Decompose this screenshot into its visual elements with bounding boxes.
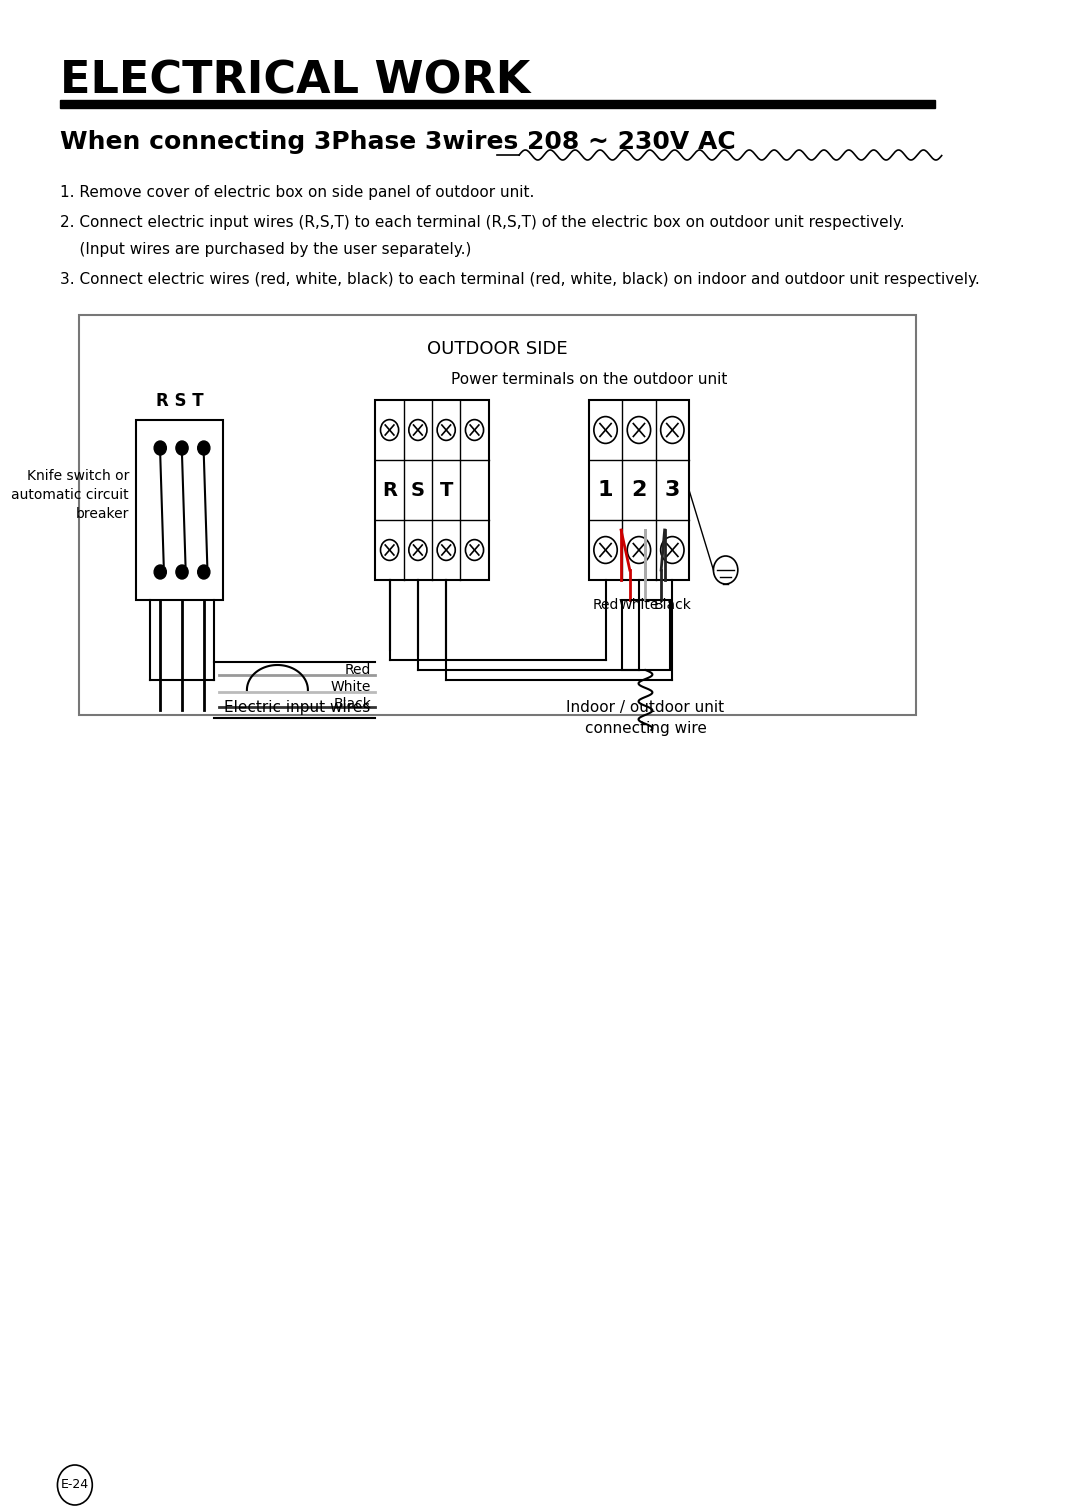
Text: Black: Black bbox=[334, 698, 372, 711]
Circle shape bbox=[627, 536, 650, 563]
Text: White: White bbox=[619, 598, 659, 612]
Text: 2. Connect electric input wires (R,S,T) to each terminal (R,S,T) of the electric: 2. Connect electric input wires (R,S,T) … bbox=[60, 214, 905, 230]
Text: When connecting 3Phase 3wires 208 ~ 230V AC: When connecting 3Phase 3wires 208 ~ 230V… bbox=[60, 130, 735, 154]
Text: OUTDOOR SIDE: OUTDOOR SIDE bbox=[427, 340, 568, 358]
Text: White: White bbox=[330, 680, 372, 695]
Text: Black: Black bbox=[653, 598, 691, 612]
Circle shape bbox=[198, 565, 210, 578]
Text: Electric input wires: Electric input wires bbox=[224, 701, 370, 716]
Bar bbox=[622, 599, 670, 670]
Circle shape bbox=[594, 536, 618, 563]
Text: Power terminals on the outdoor unit: Power terminals on the outdoor unit bbox=[450, 371, 727, 387]
Text: Knife switch or
automatic circuit
breaker: Knife switch or automatic circuit breake… bbox=[11, 468, 129, 521]
Circle shape bbox=[661, 536, 684, 563]
Circle shape bbox=[661, 417, 684, 444]
Circle shape bbox=[409, 420, 427, 441]
Circle shape bbox=[714, 556, 738, 584]
Text: T: T bbox=[440, 480, 453, 500]
Bar bbox=[136, 420, 222, 599]
Text: R S T: R S T bbox=[156, 393, 203, 411]
Circle shape bbox=[409, 539, 427, 560]
Circle shape bbox=[437, 539, 456, 560]
Text: 2: 2 bbox=[631, 480, 647, 500]
Circle shape bbox=[176, 441, 188, 455]
Circle shape bbox=[594, 417, 618, 444]
Circle shape bbox=[465, 539, 484, 560]
Text: Red: Red bbox=[592, 598, 619, 612]
Circle shape bbox=[176, 565, 188, 578]
Text: 1: 1 bbox=[598, 480, 613, 500]
Circle shape bbox=[198, 441, 210, 455]
Text: 3: 3 bbox=[664, 480, 680, 500]
Circle shape bbox=[57, 1465, 92, 1505]
Text: (Input wires are purchased by the user separately.): (Input wires are purchased by the user s… bbox=[60, 242, 472, 257]
Circle shape bbox=[380, 539, 399, 560]
Text: S: S bbox=[410, 480, 424, 500]
Text: R: R bbox=[382, 480, 397, 500]
Circle shape bbox=[154, 565, 166, 578]
Circle shape bbox=[154, 441, 166, 455]
Circle shape bbox=[380, 420, 399, 441]
Text: 3. Connect electric wires (red, white, black) to each terminal (red, white, blac: 3. Connect electric wires (red, white, b… bbox=[60, 272, 980, 287]
Text: Indoor / outdoor unit
connecting wire: Indoor / outdoor unit connecting wire bbox=[566, 701, 725, 735]
Bar bbox=[79, 316, 916, 716]
Text: ELECTRICAL WORK: ELECTRICAL WORK bbox=[60, 60, 530, 103]
Circle shape bbox=[465, 420, 484, 441]
Text: 1. Remove cover of electric box on side panel of outdoor unit.: 1. Remove cover of electric box on side … bbox=[60, 186, 535, 199]
Bar bbox=[60, 100, 934, 109]
Circle shape bbox=[437, 420, 456, 441]
Text: Red: Red bbox=[345, 663, 372, 676]
Bar bbox=[376, 400, 488, 580]
Text: E-24: E-24 bbox=[60, 1478, 89, 1492]
Circle shape bbox=[627, 417, 650, 444]
Bar bbox=[589, 400, 689, 580]
